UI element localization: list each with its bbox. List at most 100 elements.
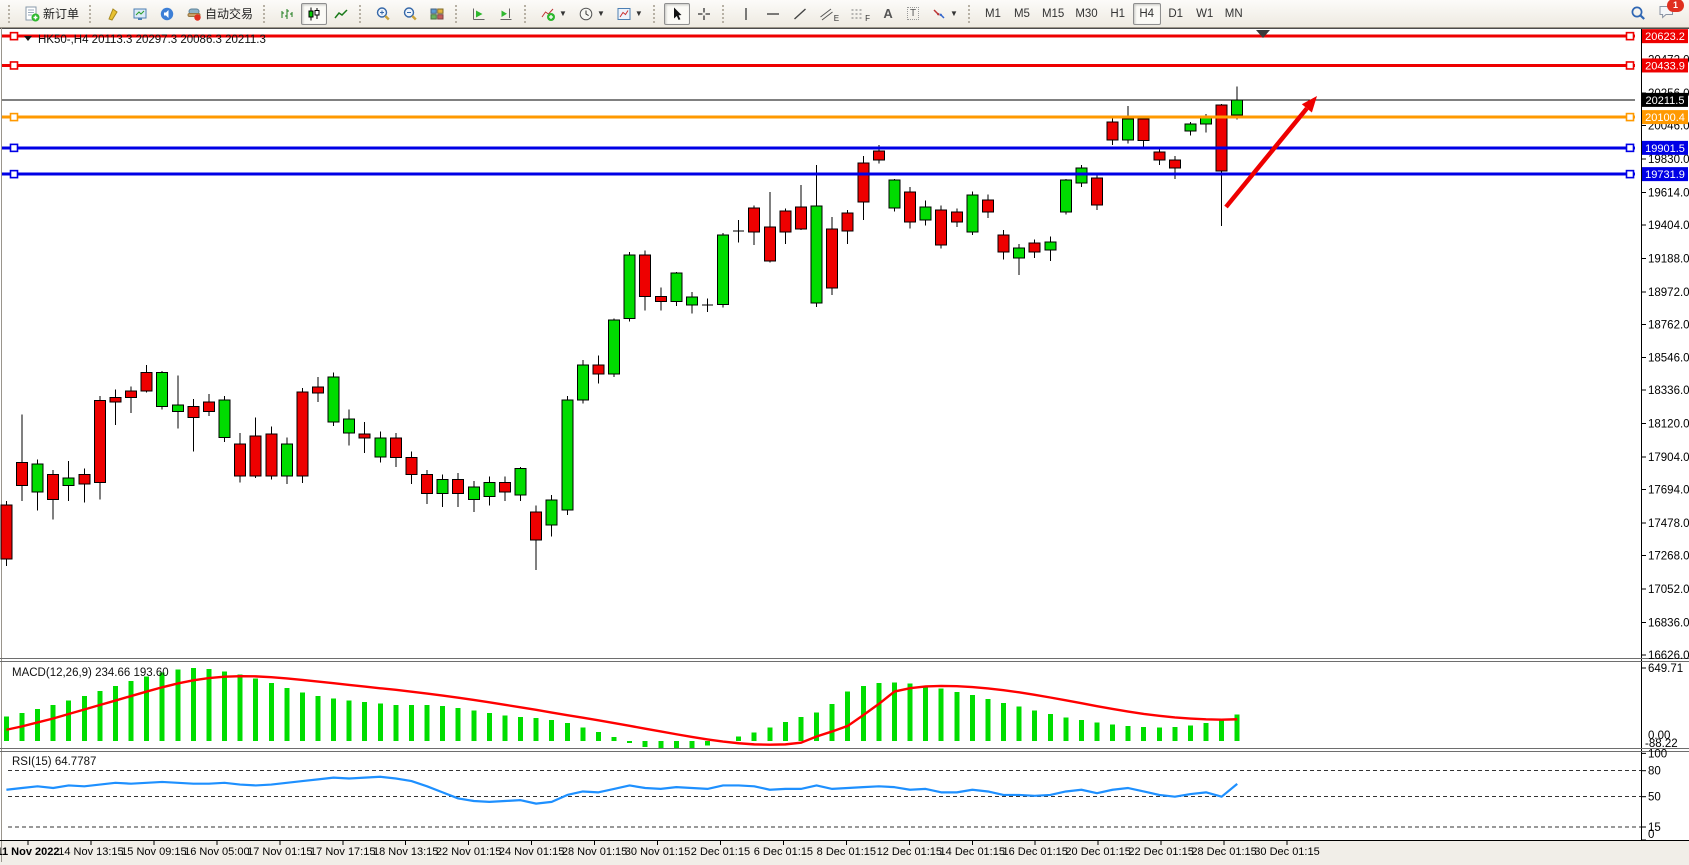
periods-button[interactable]: ▼ xyxy=(573,3,610,25)
dropdown-caret-icon: ▼ xyxy=(950,8,958,18)
timeframe-M1[interactable]: M1 xyxy=(979,3,1007,25)
new-order-button[interactable]: 新订单 xyxy=(19,3,84,25)
hline-handle xyxy=(1625,61,1635,70)
vertical-line-button[interactable] xyxy=(733,3,759,25)
autotrading-button[interactable]: 自动交易 xyxy=(181,3,258,25)
candles[interactable] xyxy=(0,86,1244,570)
chat-button[interactable]: 1 xyxy=(1658,0,1684,25)
hline-handle xyxy=(9,112,19,122)
candle-down xyxy=(1215,104,1228,172)
fibonacci-button[interactable]: F xyxy=(845,3,875,25)
candle-up xyxy=(327,376,340,423)
timeframe-H4[interactable]: H4 xyxy=(1132,2,1161,25)
candle-down xyxy=(421,474,434,494)
toolbar-grip xyxy=(455,4,461,23)
macd-bar xyxy=(673,741,679,748)
search-button[interactable] xyxy=(1625,3,1652,25)
candle-down xyxy=(826,228,839,289)
auto-scroll-icon xyxy=(473,8,485,20)
hline-handle xyxy=(1625,31,1635,41)
candle-down xyxy=(187,406,200,418)
timeframe-W1[interactable]: W1 xyxy=(1191,3,1219,25)
auto-scroll-button[interactable] xyxy=(466,3,492,25)
zoom-in-button[interactable] xyxy=(370,3,396,25)
zoom-out-button[interactable] xyxy=(397,3,423,25)
svg-text:24 Nov 01:15: 24 Nov 01:15 xyxy=(499,846,564,858)
macd-bar xyxy=(346,700,352,741)
macd-bar xyxy=(486,713,492,741)
horizontal-line-objects[interactable] xyxy=(2,31,1635,179)
macd-bar xyxy=(1203,722,1209,741)
crosshair-button[interactable] xyxy=(691,3,717,25)
candle-down xyxy=(202,401,215,412)
cursor-button[interactable] xyxy=(663,2,690,25)
macd-bar xyxy=(1032,710,1038,741)
market-window-button[interactable] xyxy=(127,3,153,25)
timeframe-group: M1 M5 M15 M30 H1 H4 D1 W1 MN xyxy=(979,2,1248,25)
macd-bar xyxy=(985,698,991,741)
tile-windows-button[interactable] xyxy=(424,3,450,25)
sound-alert-button[interactable] xyxy=(154,3,180,25)
svg-text:17052.0: 17052.0 xyxy=(1648,584,1689,596)
toolbar-grip xyxy=(524,4,530,23)
text-label-button[interactable]: T xyxy=(901,3,925,25)
timeframe-D1[interactable]: D1 xyxy=(1162,3,1190,25)
candle-up xyxy=(156,372,169,408)
line-chart-icon xyxy=(334,8,348,18)
marker-button[interactable] xyxy=(100,3,126,25)
toolbar-grip xyxy=(652,4,659,23)
macd-bar xyxy=(736,736,742,741)
candle-down xyxy=(997,234,1010,253)
candle-down xyxy=(358,433,371,439)
arrow-objects-button[interactable]: ▼ xyxy=(926,3,963,25)
candle-down xyxy=(15,461,28,487)
candles-chart-button[interactable] xyxy=(301,2,328,25)
line-chart-button[interactable] xyxy=(328,3,354,25)
trendline-button[interactable] xyxy=(787,3,813,25)
trendline-icon xyxy=(793,7,806,20)
trend-arrow[interactable] xyxy=(1224,96,1317,209)
macd-bar xyxy=(580,727,586,741)
macd-bar xyxy=(518,717,524,741)
svg-text:17694.0: 17694.0 xyxy=(1648,485,1689,497)
svg-text:11 Nov 2022: 11 Nov 2022 xyxy=(0,846,60,858)
svg-text:-88.22: -88.22 xyxy=(1645,738,1678,750)
macd-bar xyxy=(1125,726,1131,741)
dropdown-caret-icon: ▼ xyxy=(596,8,605,18)
toolbar-grip xyxy=(89,4,95,23)
timeframe-M15[interactable]: M15 xyxy=(1037,3,1069,25)
timeframe-M30[interactable]: M30 xyxy=(1070,3,1102,25)
macd-bar xyxy=(1234,714,1240,741)
chart-shift-button[interactable] xyxy=(493,3,519,25)
bar-chart-button[interactable] xyxy=(274,3,300,25)
text-button[interactable]: A xyxy=(876,3,900,25)
chart-shift-marker[interactable] xyxy=(1256,30,1270,38)
macd-bar xyxy=(1016,706,1022,741)
templates-button[interactable]: ▼ xyxy=(611,3,648,25)
candle-down xyxy=(93,399,106,483)
candle-down xyxy=(872,150,885,161)
timeframe-MN[interactable]: MN xyxy=(1220,3,1248,25)
horizontal-line-button[interactable] xyxy=(760,3,786,25)
svg-text:50: 50 xyxy=(1648,792,1661,804)
macd-bar xyxy=(81,696,87,741)
channel-letter: E xyxy=(833,13,840,23)
macd-bar xyxy=(767,727,773,741)
timeframe-M5[interactable]: M5 xyxy=(1008,3,1036,25)
timeframe-H1[interactable]: H1 xyxy=(1104,3,1132,25)
equidistant-channel-button[interactable]: E xyxy=(814,3,844,25)
macd-bar xyxy=(128,680,134,741)
time-axis-strip[interactable] xyxy=(0,840,1689,865)
macd-panel[interactable]: MACD(12,26,9) 234.66 193.60 649.71 0.00-88… xyxy=(3,663,1683,750)
rsi-panel[interactable]: 100 80 50 150 RSI(15) 64.7787 xyxy=(6,748,1667,841)
macd-bar xyxy=(642,741,648,748)
indicators-button[interactable]: ▼ xyxy=(535,3,572,25)
svg-text:15: 15 xyxy=(1648,822,1661,834)
svg-text:15 Nov 09:15: 15 Nov 09:15 xyxy=(121,846,186,858)
svg-text:2 Dec 01:15: 2 Dec 01:15 xyxy=(691,846,750,858)
candle-down xyxy=(935,209,948,246)
candle-up xyxy=(483,481,496,497)
